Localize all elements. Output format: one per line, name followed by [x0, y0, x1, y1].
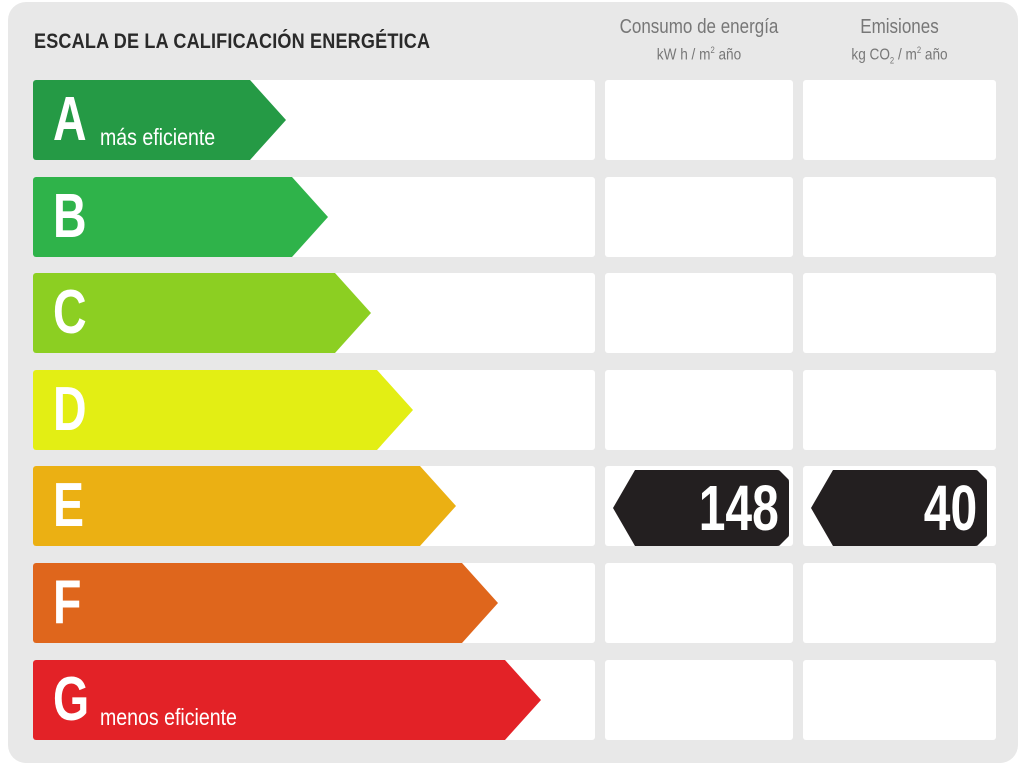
energy-cell	[605, 80, 793, 160]
rating-caption: menos eficiente	[100, 704, 237, 730]
emissions-column-header: Emisiones kg CO2 / m2 año	[803, 16, 996, 66]
rating-letter: E	[53, 471, 85, 540]
energy-value-badge-text: 148	[698, 472, 779, 544]
emissions-column-title: Emisiones	[860, 16, 939, 38]
label-title: ESCALA DE LA CALIFICACIÓN ENERGÉTICA	[34, 30, 431, 53]
emissions-column-unit: kg CO2 / m2 año	[851, 45, 948, 66]
emissions-cell	[803, 563, 996, 643]
energy-column-title: Consumo de energía	[619, 16, 779, 38]
energy-column-header: Consumo de energía kW h / m2 año	[605, 16, 793, 64]
rating-letter: A	[53, 85, 87, 154]
energy-cell	[605, 370, 793, 450]
rating-arrow-e: E	[33, 466, 456, 546]
emissions-value-badge-text: 40	[923, 472, 977, 544]
rating-letter: G	[53, 665, 90, 734]
emissions-value-badge: 40	[811, 470, 987, 546]
rating-arrow-f: F	[33, 563, 498, 643]
rating-arrow-d: D	[33, 370, 413, 450]
emissions-cell	[803, 370, 996, 450]
emissions-cell	[803, 273, 996, 353]
emissions-cell	[803, 80, 996, 160]
emissions-cell	[803, 660, 996, 740]
rating-caption: más eficiente	[100, 124, 216, 150]
energy-cell	[605, 563, 793, 643]
rating-arrow-c: C	[33, 273, 371, 353]
energy-cell	[605, 660, 793, 740]
energy-value-badge: 148	[613, 470, 789, 546]
rating-letter: D	[53, 375, 87, 444]
energy-column-unit: kW h / m2 año	[656, 45, 742, 64]
rating-letter: C	[53, 278, 87, 347]
emissions-cell	[803, 177, 996, 257]
energy-cell	[605, 273, 793, 353]
rating-letter: F	[53, 568, 82, 637]
rating-letter: B	[53, 182, 87, 251]
energy-cell	[605, 177, 793, 257]
rating-arrow-b: B	[33, 177, 328, 257]
